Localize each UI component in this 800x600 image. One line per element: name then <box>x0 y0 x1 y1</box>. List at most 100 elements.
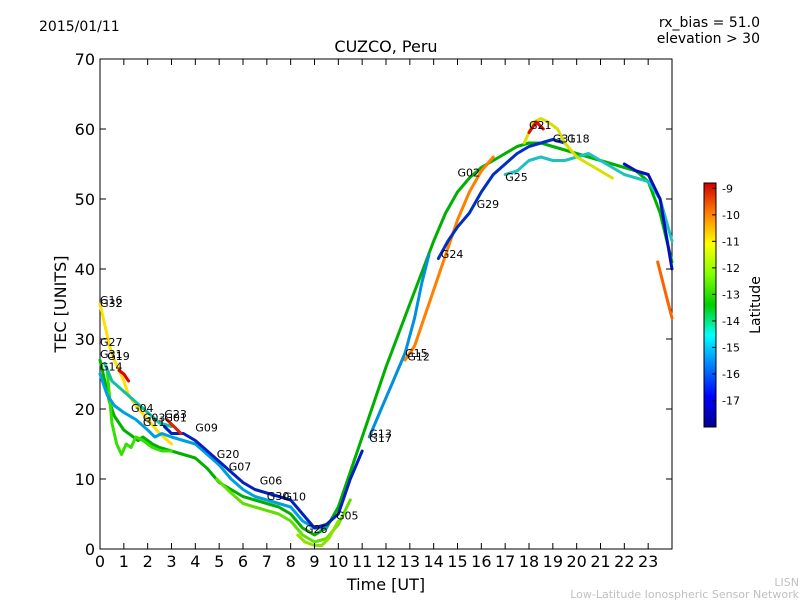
x-axis-ticks: 0 1 2 3 4 5 6 7 8 9 10 11 12 13 14 15 16 17 18 19 20 21 22 23 <box>95 59 658 571</box>
series-line-14 <box>527 120 545 134</box>
x-tick-label: 22 <box>614 552 634 571</box>
series-line-1 <box>98 302 173 446</box>
colorbar-ticks: -9 -10 -11 -12 -13 -14 -15 -16 -17 <box>712 182 740 407</box>
y-tick-label: 70 <box>75 50 95 69</box>
satellite-label: G17 <box>369 432 392 445</box>
satellite-label: G32 <box>100 297 123 310</box>
colorbar-tick-label: -12 <box>722 262 740 275</box>
x-axis-label: Time [UT] <box>346 575 425 594</box>
series-line-11 <box>436 138 567 260</box>
x-tick-label: 1 <box>119 552 129 571</box>
series-line-18 <box>165 418 183 435</box>
satellite-label: G23 <box>164 408 187 421</box>
y-axis-ticks: 0 10 20 30 40 50 60 70 <box>75 50 672 559</box>
x-tick-label: 13 <box>400 552 420 571</box>
satellite-label: G20 <box>217 448 240 461</box>
colorbar-tick-label: -13 <box>722 288 740 301</box>
x-tick-label: 23 <box>638 552 658 571</box>
x-tick-label: 20 <box>566 552 586 571</box>
x-tick-label: 5 <box>214 552 224 571</box>
satellite-label: G21 <box>529 119 552 132</box>
y-tick-label: 60 <box>75 120 95 139</box>
series-line-3 <box>105 369 173 456</box>
series-line-5 <box>103 362 173 428</box>
x-tick-label: 10 <box>328 552 348 571</box>
x-tick-label: 21 <box>590 552 610 571</box>
x-tick-label: 8 <box>286 552 296 571</box>
satellite-label: G07 <box>229 461 252 474</box>
y-tick-label: 10 <box>75 470 95 489</box>
x-tick-label: 3 <box>166 552 176 571</box>
x-tick-label: 18 <box>519 552 539 571</box>
satellite-label: G31 <box>100 348 123 361</box>
satellite-label: G15 <box>405 347 428 360</box>
y-axis-label: TEC [UNITS] <box>51 256 70 354</box>
satellite-label: G10 <box>284 491 307 504</box>
series-line-13 <box>522 117 614 180</box>
satellite-label: G12 <box>407 351 430 364</box>
x-tick-label: 4 <box>190 552 200 571</box>
rx-bias-label: rx_bias = 51.0 <box>659 15 760 31</box>
series-line-4 <box>98 372 328 530</box>
series-line-17 <box>117 369 131 383</box>
plot-frame <box>99 58 673 550</box>
series-line-12 <box>503 152 674 243</box>
series-line-9 <box>403 155 495 362</box>
x-tick-label: 6 <box>238 552 248 571</box>
x-tick-label: 17 <box>495 552 515 571</box>
x-tick-label: 7 <box>262 552 272 571</box>
y-tick-label: 40 <box>75 260 95 279</box>
credit-network: Low-Latitude Ionospheric Sensor Network <box>570 588 799 600</box>
satellite-label: G18 <box>567 132 590 145</box>
x-tick-label: 19 <box>543 552 563 571</box>
credit-lisn: LISN <box>774 576 799 589</box>
satellite-label: G14 <box>100 361 123 374</box>
satellite-label: G02 <box>458 167 481 180</box>
x-tick-label: 9 <box>309 552 319 571</box>
x-tick-label: 11 <box>352 552 372 571</box>
x-tick-label: 16 <box>471 552 491 571</box>
satellite-label: G11 <box>143 416 166 429</box>
satellite-label: G01 <box>164 412 187 425</box>
satellite-label: G24 <box>441 248 464 261</box>
satellite-label: G31 <box>553 132 576 145</box>
colorbar-tick-label: -9 <box>722 182 733 195</box>
satellite-label: G05 <box>336 510 359 523</box>
colorbar-tick-label: -14 <box>722 315 740 328</box>
satellite-label: G13 <box>369 428 392 441</box>
x-tick-label: 0 <box>95 552 105 571</box>
y-tick-label: 20 <box>75 400 95 419</box>
series-line-15 <box>622 162 674 271</box>
chart-title: CUZCO, Peru <box>334 37 437 56</box>
colorbar-tick-label: -15 <box>722 341 740 354</box>
satellite-label: G30 <box>267 490 290 503</box>
y-tick-label: 30 <box>75 330 95 349</box>
colorbar-label: Latitude <box>748 276 764 334</box>
satellite-label-layer: G16G32G27G31G19G14G04G03G11G23G01G09G20G… <box>100 119 590 536</box>
satellite-label: G03 <box>143 412 166 425</box>
satellite-label: G25 <box>505 171 528 184</box>
colorbar-tick-label: -10 <box>722 209 740 222</box>
series-line-8 <box>296 519 340 547</box>
colorbar-tick-label: -11 <box>722 235 740 248</box>
y-tick-label: 50 <box>75 190 95 209</box>
series-line-6 <box>162 425 364 530</box>
satellite-label: G26 <box>305 523 328 536</box>
colorbar <box>703 182 717 428</box>
series-layer <box>98 117 674 547</box>
series-line-10 <box>367 253 431 439</box>
colorbar-tick-label: -17 <box>722 394 740 407</box>
satellite-label: G04 <box>131 402 154 415</box>
series-line-2 <box>98 141 674 537</box>
satellite-label: G29 <box>477 198 500 211</box>
satellite-label: G19 <box>107 350 130 363</box>
x-tick-label: 15 <box>447 552 467 571</box>
x-tick-label: 12 <box>376 552 396 571</box>
satellite-label: G06 <box>260 475 283 488</box>
date-label: 2015/01/11 <box>39 19 120 35</box>
satellite-label: G09 <box>195 421 218 434</box>
y-tick-label: 0 <box>85 540 95 559</box>
colorbar-tick-label: -16 <box>722 368 740 381</box>
